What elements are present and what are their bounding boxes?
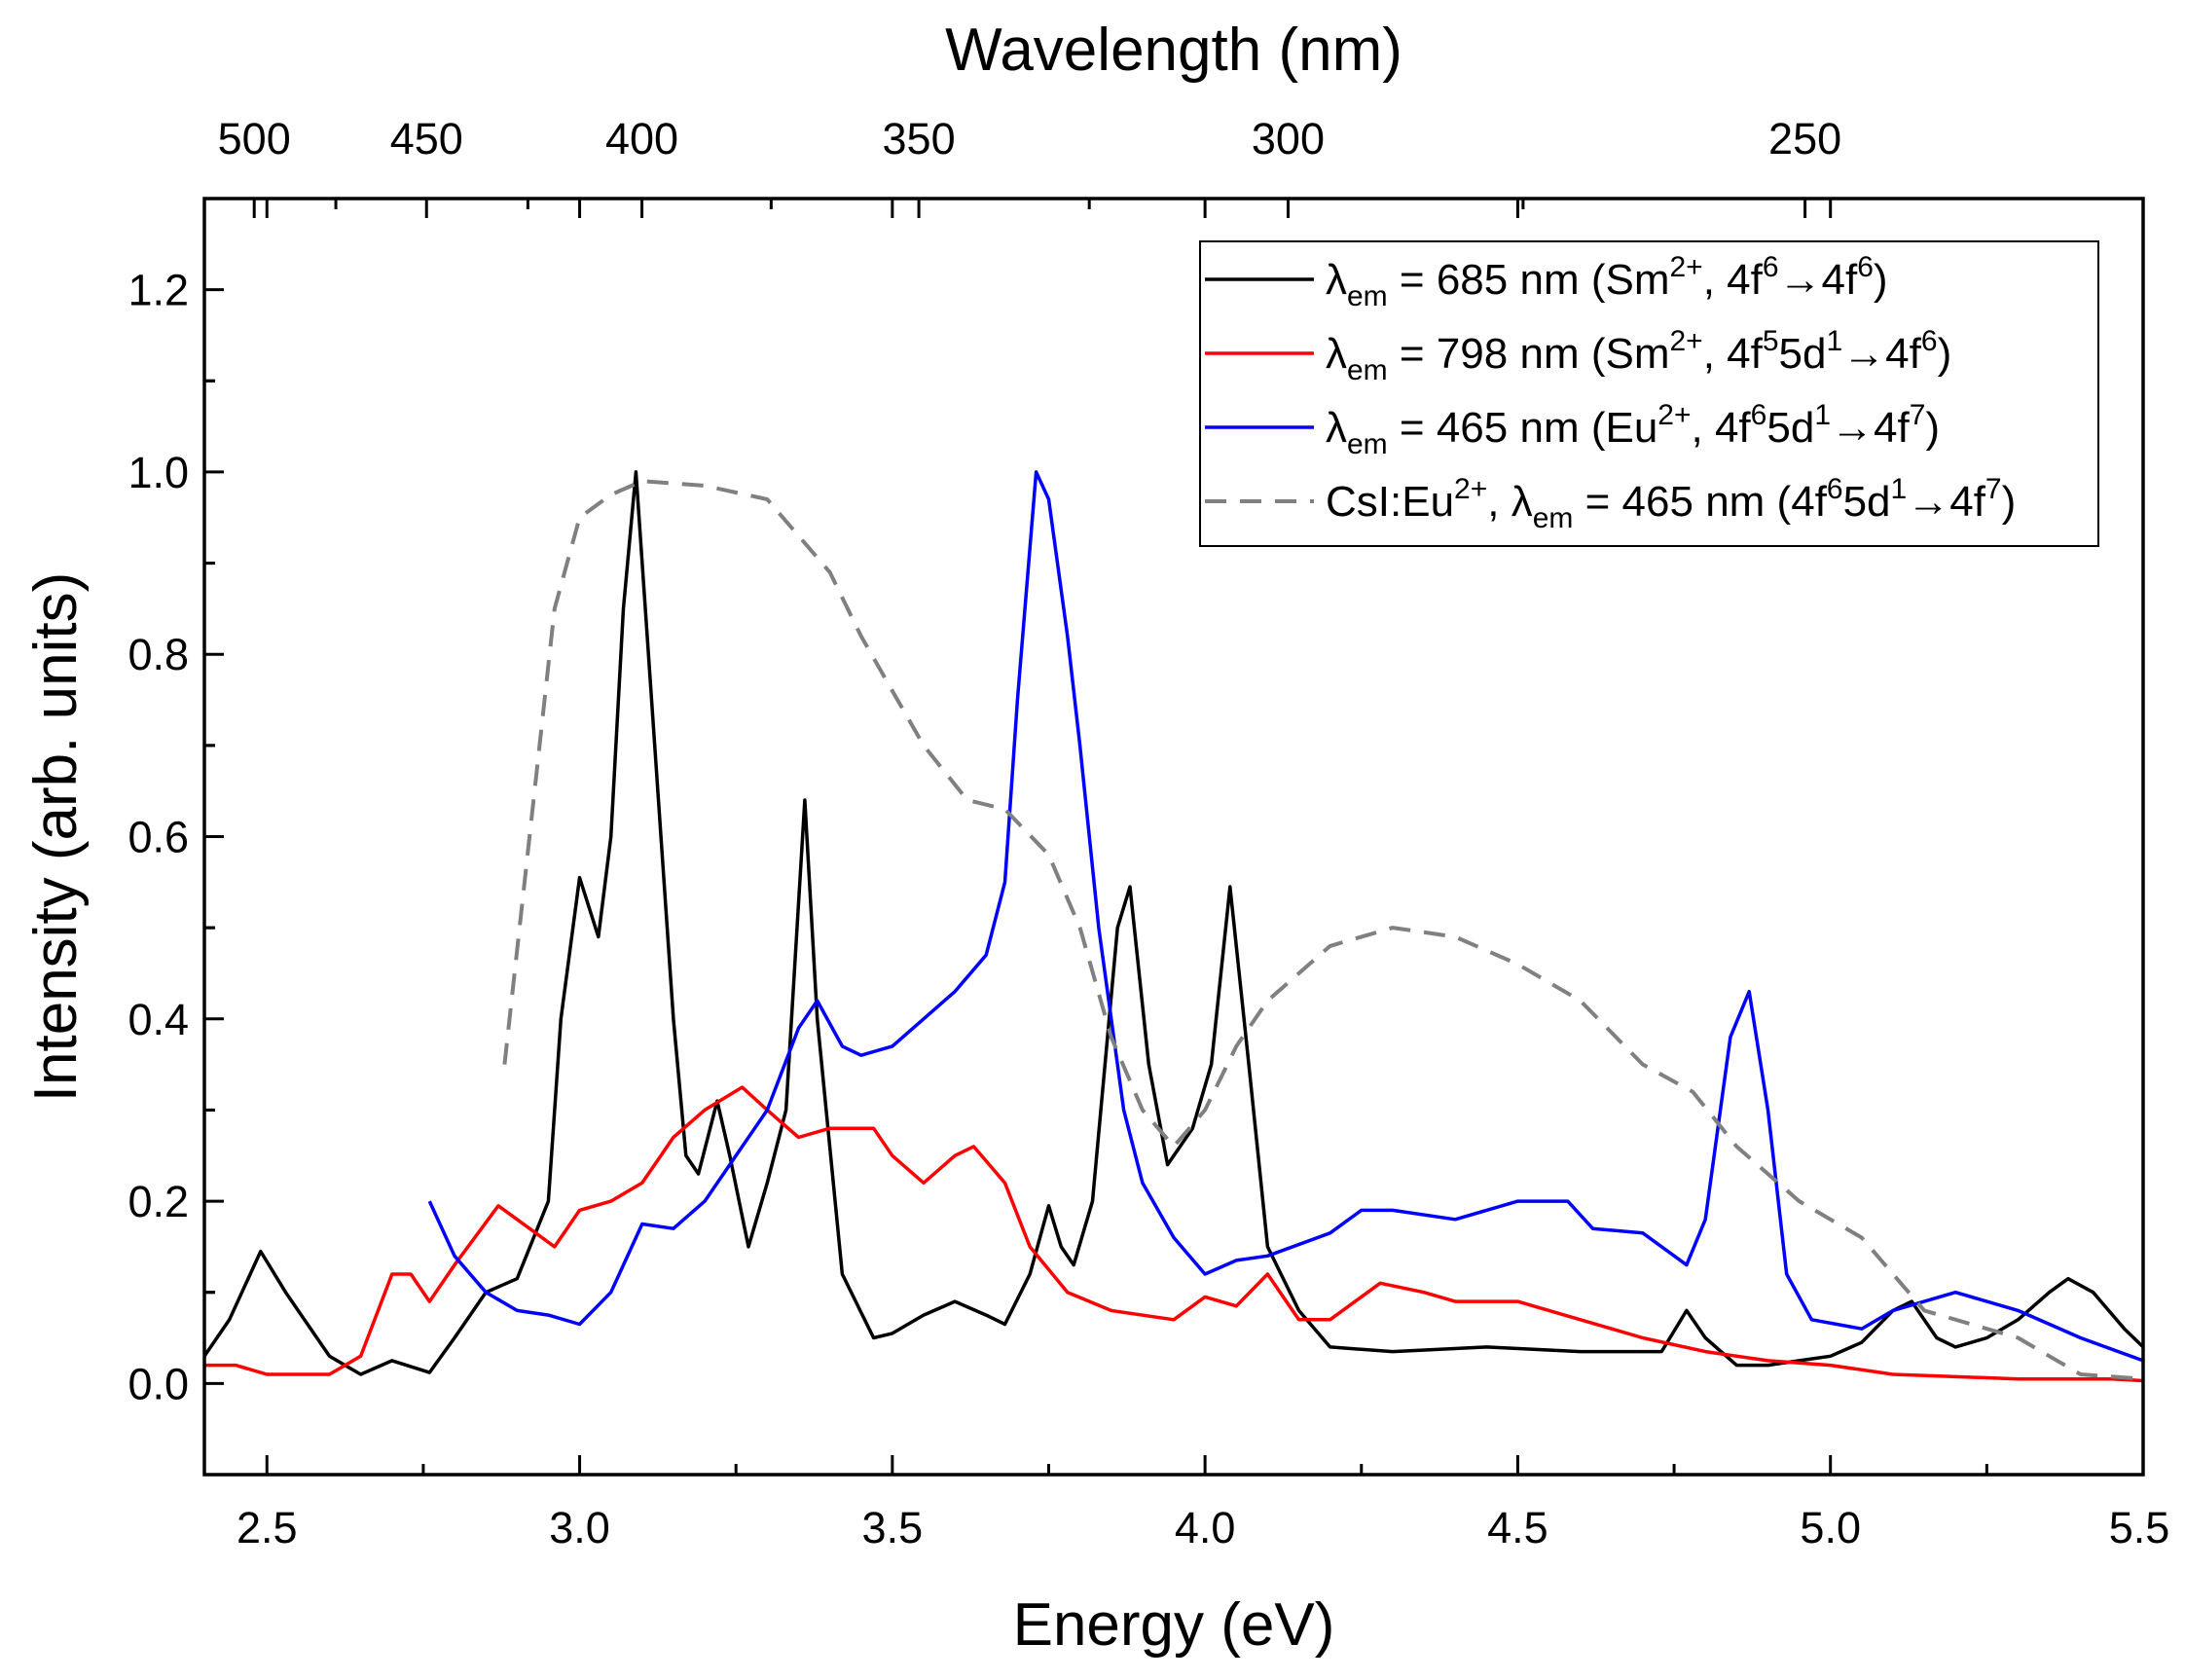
legend-text-part: 1	[1891, 473, 1908, 505]
x-tick-label: 4.5	[1487, 1503, 1548, 1552]
legend-text-part: →4f	[1831, 404, 1910, 452]
legend-text-part: 5d	[1779, 330, 1827, 378]
top-tick-label: 500	[218, 114, 291, 164]
top-tick-label: 450	[390, 114, 463, 164]
x-tick-label: 5.5	[2109, 1503, 2170, 1552]
legend-text-part: 2+	[1669, 251, 1702, 283]
y-tick-label: 0.8	[127, 630, 189, 679]
legend-text-part: 2+	[1454, 473, 1487, 505]
legend-label-0: λem​ = 685 nm (Sm2+​, 4f6​→4f6​)	[1326, 251, 1888, 312]
legend-text-part: )	[1938, 330, 1952, 378]
series-line-0	[202, 470, 2145, 1376]
x-tick-label: 2.5	[237, 1503, 298, 1552]
legend-text-part: 6	[1763, 251, 1779, 283]
legend-text-part: CsI:Eu	[1326, 478, 1454, 526]
legend-text-part: →4f	[1779, 256, 1858, 304]
legend-box	[1199, 240, 2099, 547]
y-tick-label: 0.0	[127, 1359, 189, 1408]
legend-text-part: λ	[1326, 256, 1347, 304]
legend-text-part: = 465 nm (4f	[1573, 478, 1827, 526]
x-tick-label: 3.0	[549, 1503, 610, 1552]
legend-text-part: 5	[1763, 325, 1779, 357]
legend-text-part: 6	[1857, 251, 1874, 283]
series-line-2	[427, 470, 2144, 1363]
legend-label-1: λem​ = 798 nm (Sm2+​, 4f5​5d1​→4f6​)	[1326, 325, 1951, 386]
top-tick-label: 400	[605, 114, 678, 164]
legend-text-part: 2+	[1669, 325, 1702, 357]
legend-text-part: em	[1347, 354, 1388, 386]
y-axis-title: Intensity (arb. units)	[22, 572, 90, 1102]
legend-text-part: )	[1925, 404, 1940, 452]
series-line-1	[204, 1085, 2144, 1383]
legend: λem​ = 685 nm (Sm2+​, 4f6​→4f6​) λem​ = 7…	[1199, 240, 2099, 547]
legend-text-part: λ	[1326, 330, 1347, 378]
legend-text-part: 6	[1921, 325, 1938, 357]
legend-text-part: 1	[1826, 325, 1842, 357]
legend-text-part: , 4f	[1703, 256, 1764, 304]
legend-text-part: →4f	[1907, 478, 1985, 526]
y-tick-label: 0.2	[127, 1177, 189, 1226]
series-line-3	[502, 479, 2144, 1381]
x-tick-label: 3.5	[862, 1503, 924, 1552]
y-tick-label: 0.6	[127, 813, 189, 862]
y-tick-label: 1.2	[127, 266, 189, 315]
legend-text-part: 7	[1985, 473, 2002, 505]
ticks-layer: 2.5 3.0 3.5 4.0 4.5 5.0 5.5 0.0 0.2 0.4 0.6 0.8 1.0 1…	[127, 114, 2169, 1552]
legend-text-part: = 685 nm (Sm	[1388, 256, 1670, 304]
x-tick-label: 5.0	[1800, 1503, 1861, 1552]
x-axis-title: Energy (eV)	[1013, 1591, 1335, 1659]
legend-text-part: em	[1347, 280, 1388, 312]
top-tick-label: 300	[1252, 114, 1325, 164]
legend-text-part: = 465 nm (Eu	[1388, 404, 1658, 452]
legend-text-part: 6	[1827, 473, 1843, 505]
y-tick-label: 0.4	[127, 995, 189, 1044]
x-tick-label: 4.0	[1175, 1503, 1236, 1552]
legend-text-part: 1	[1814, 399, 1831, 431]
y-tick-label: 1.0	[127, 448, 189, 497]
legend-text-part: 2+	[1657, 399, 1691, 431]
top-tick-label: 350	[883, 114, 956, 164]
legend-text-part: λ	[1326, 404, 1347, 452]
legend-text-part: 7	[1910, 399, 1926, 431]
legend-text-part: )	[1874, 256, 1888, 304]
legend-text-part: , 4f	[1703, 330, 1764, 378]
top-tick-label: 250	[1768, 114, 1841, 164]
legend-text-part: = 798 nm (Sm	[1388, 330, 1670, 378]
top-axis-title: Wavelength (nm)	[945, 17, 1402, 84]
legend-label-2: λem​ = 465 nm (Eu2+​, 4f6​5d1​→4f7​)	[1326, 399, 1940, 460]
series-layer	[202, 470, 2145, 1383]
legend-text-part: em	[1347, 428, 1388, 460]
legend-text-part: 5d	[1843, 478, 1891, 526]
legend-text-part: →4f	[1842, 330, 1921, 378]
legend-label-3: CsI:Eu2+​, λem​ = 465 nm (4f6​5d1​→4f7​)	[1326, 473, 2016, 534]
legend-text-part: )	[2002, 478, 2017, 526]
legend-text-part: , λ	[1487, 478, 1532, 526]
legend-text-part: , 4f	[1692, 404, 1752, 452]
legend-text-part: 6	[1751, 399, 1767, 431]
legend-text-part: em	[1533, 502, 1574, 534]
legend-text-part: 5d	[1766, 404, 1814, 452]
